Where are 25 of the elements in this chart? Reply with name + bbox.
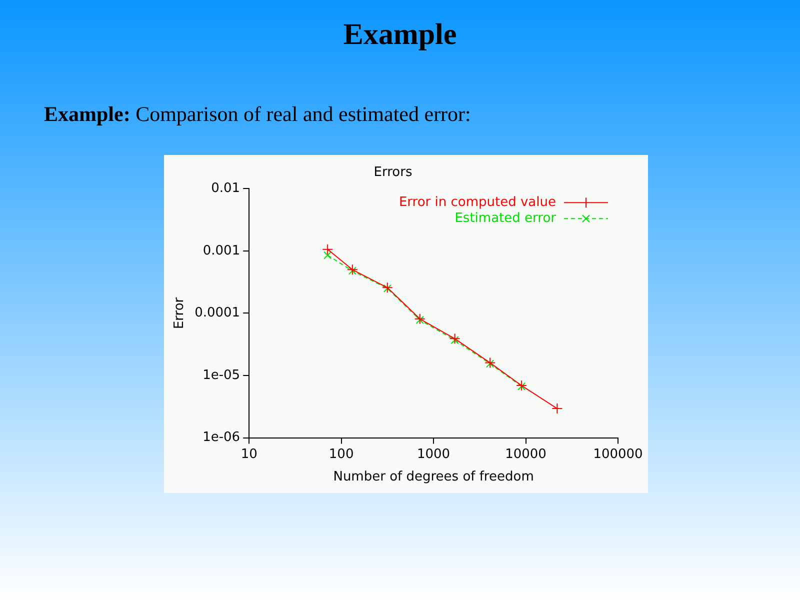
legend-label: Estimated error [454,210,557,226]
text: Comparison of real and estimated error: [136,102,471,126]
y-tick-label: 1e-05 [202,368,240,383]
point [449,333,460,344]
x-tick-label: 10 [240,446,258,462]
x-tick-label: 1000 [416,446,450,462]
y-tick-label: 1e-06 [202,430,240,446]
point [416,316,424,324]
point [552,403,563,414]
point [414,313,426,324]
point [450,336,459,344]
text: Example [342,18,458,52]
x-tick-label: 10000 [505,446,546,462]
y-tick-label: 0.0001 [194,306,240,321]
chart-title: Errors [374,165,412,180]
y-tick-label: 0.001 [202,243,240,258]
point [348,266,356,275]
y-axis-title: Error [172,296,188,330]
legend-label: Error in computed value [398,194,556,210]
x-axis-title: Number of degrees of freedom [333,470,534,485]
y-tick-label: 0.01 [211,180,240,196]
x-tick-label: 100000 [593,446,643,462]
text: Example: [44,102,130,126]
x-tick-label: 100 [328,446,354,462]
point [346,264,358,276]
